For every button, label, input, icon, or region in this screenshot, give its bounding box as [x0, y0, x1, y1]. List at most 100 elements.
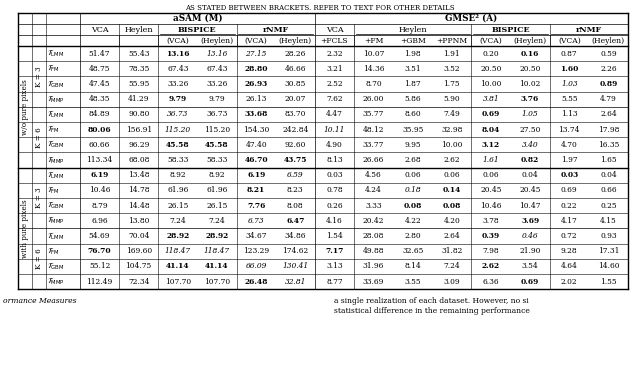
- Text: 41.29: 41.29: [128, 95, 150, 103]
- Text: 47.45: 47.45: [89, 80, 110, 88]
- Text: 26.93: 26.93: [244, 80, 268, 88]
- Text: (VCA): (VCA): [479, 37, 502, 45]
- Text: ormance Measures: ormance Measures: [3, 297, 77, 305]
- Text: 36.73: 36.73: [206, 110, 228, 118]
- Text: 2.32: 2.32: [326, 50, 343, 58]
- Text: 14.60: 14.60: [598, 263, 619, 271]
- Text: BISPICE: BISPICE: [178, 26, 217, 34]
- Text: 26.00: 26.00: [363, 95, 384, 103]
- Text: 14.48: 14.48: [128, 202, 150, 210]
- Text: 8.77: 8.77: [326, 278, 343, 286]
- Text: a single realization of each dataset. However, no si: a single realization of each dataset. Ho…: [334, 297, 529, 305]
- Text: 26.13: 26.13: [246, 95, 267, 103]
- Text: 242.84: 242.84: [282, 126, 308, 134]
- Text: 9.95: 9.95: [404, 141, 421, 149]
- Text: 28.92: 28.92: [166, 232, 189, 240]
- Text: 8.92: 8.92: [170, 171, 186, 179]
- Text: 43.75: 43.75: [284, 156, 307, 164]
- Text: 58.33: 58.33: [206, 156, 228, 164]
- Text: 32.81: 32.81: [285, 278, 306, 286]
- Text: 6.73: 6.73: [248, 217, 264, 225]
- Text: 9.79: 9.79: [169, 95, 187, 103]
- Text: 3.21: 3.21: [326, 65, 343, 73]
- Text: 7.24: 7.24: [170, 217, 186, 225]
- Text: 83.70: 83.70: [285, 110, 306, 118]
- Text: $\mathcal{T}$$_{\mathrm{FM}}$: $\mathcal{T}$$_{\mathrm{FM}}$: [47, 185, 60, 196]
- Text: 3.52: 3.52: [444, 65, 460, 73]
- Text: 0.39: 0.39: [482, 232, 500, 240]
- Text: VCA: VCA: [91, 26, 108, 34]
- Text: 1.75: 1.75: [444, 80, 460, 88]
- Text: 4.22: 4.22: [404, 217, 421, 225]
- Text: $\mathcal{T}$$_{\mathrm{FM}}$: $\mathcal{T}$$_{\mathrm{FM}}$: [47, 246, 60, 257]
- Text: +GBM: +GBM: [400, 37, 426, 45]
- Text: 72.34: 72.34: [128, 278, 150, 286]
- Text: 0.04: 0.04: [522, 171, 538, 179]
- Text: 30.85: 30.85: [285, 80, 306, 88]
- Text: 1.98: 1.98: [404, 50, 421, 58]
- Text: (Heylen): (Heylen): [279, 37, 312, 45]
- Text: Heylen: Heylen: [399, 26, 427, 34]
- Text: 26.66: 26.66: [363, 156, 384, 164]
- Text: 0.14: 0.14: [443, 186, 461, 194]
- Text: 20.07: 20.07: [285, 95, 306, 103]
- Text: 46.70: 46.70: [244, 156, 268, 164]
- Text: 48.35: 48.35: [89, 95, 110, 103]
- Text: 4.17: 4.17: [561, 217, 578, 225]
- Text: 13.16: 13.16: [206, 50, 228, 58]
- Text: 0.16: 0.16: [521, 50, 540, 58]
- Text: 3.81: 3.81: [483, 95, 499, 103]
- Text: (VCA): (VCA): [244, 37, 268, 45]
- Text: 9.79: 9.79: [209, 95, 225, 103]
- Text: 2.64: 2.64: [600, 110, 617, 118]
- Text: 33.26: 33.26: [206, 80, 228, 88]
- Text: 130.41: 130.41: [282, 263, 308, 271]
- Text: 1.55: 1.55: [600, 278, 617, 286]
- Text: 8.92: 8.92: [209, 171, 225, 179]
- Text: 3.40: 3.40: [522, 141, 538, 149]
- Text: 1.61: 1.61: [483, 156, 499, 164]
- Text: 0.82: 0.82: [521, 156, 540, 164]
- Text: 2.62: 2.62: [482, 263, 500, 271]
- Text: 8.08: 8.08: [287, 202, 303, 210]
- Text: K = 3: K = 3: [35, 66, 43, 87]
- Text: +FM: +FM: [364, 37, 383, 45]
- Text: statistical difference in the remaining performance: statistical difference in the remaining …: [334, 307, 530, 315]
- Text: GMSE² (A): GMSE² (A): [445, 14, 497, 23]
- Text: 10.02: 10.02: [520, 80, 541, 88]
- Text: 33.69: 33.69: [363, 278, 384, 286]
- Text: 13.48: 13.48: [128, 171, 150, 179]
- Text: 45.58: 45.58: [205, 141, 229, 149]
- Text: 5.86: 5.86: [404, 95, 421, 103]
- Text: 96.29: 96.29: [128, 141, 149, 149]
- Text: aSAM (M): aSAM (M): [173, 14, 222, 23]
- Text: 17.98: 17.98: [598, 126, 619, 134]
- Text: 8.21: 8.21: [247, 186, 265, 194]
- Text: 169.60: 169.60: [125, 247, 152, 255]
- Text: $\mathcal{T}$$_{\mathrm{GBM}}$: $\mathcal{T}$$_{\mathrm{GBM}}$: [47, 261, 65, 272]
- Text: 118.47: 118.47: [204, 247, 230, 255]
- Text: 80.06: 80.06: [88, 126, 111, 134]
- Text: 67.43: 67.43: [167, 65, 189, 73]
- Text: 3.69: 3.69: [521, 217, 540, 225]
- Text: 0.04: 0.04: [600, 171, 617, 179]
- Text: 76.70: 76.70: [88, 247, 111, 255]
- Text: 13.74: 13.74: [559, 126, 580, 134]
- Text: 0.69: 0.69: [561, 186, 577, 194]
- Text: 90.80: 90.80: [128, 110, 149, 118]
- Text: 5.90: 5.90: [444, 95, 460, 103]
- Text: 10.46: 10.46: [480, 202, 502, 210]
- Text: 35.77: 35.77: [363, 110, 384, 118]
- Text: $\mathcal{T}$$_{\mathrm{MMP}}$: $\mathcal{T}$$_{\mathrm{MMP}}$: [47, 94, 65, 105]
- Text: 10.07: 10.07: [363, 50, 384, 58]
- Text: +FCLS: +FCLS: [321, 37, 348, 45]
- Text: 113.34: 113.34: [86, 156, 113, 164]
- Text: 1.87: 1.87: [404, 80, 421, 88]
- Text: $\mathcal{T}$$_{\mathrm{GBM}}$: $\mathcal{T}$$_{\mathrm{GBM}}$: [47, 200, 65, 211]
- Text: 0.08: 0.08: [404, 202, 422, 210]
- Text: 154.30: 154.30: [243, 126, 269, 134]
- Text: 107.70: 107.70: [164, 278, 191, 286]
- Text: (Heylen): (Heylen): [513, 37, 547, 45]
- Text: 7.76: 7.76: [247, 202, 266, 210]
- Text: 26.15: 26.15: [167, 202, 189, 210]
